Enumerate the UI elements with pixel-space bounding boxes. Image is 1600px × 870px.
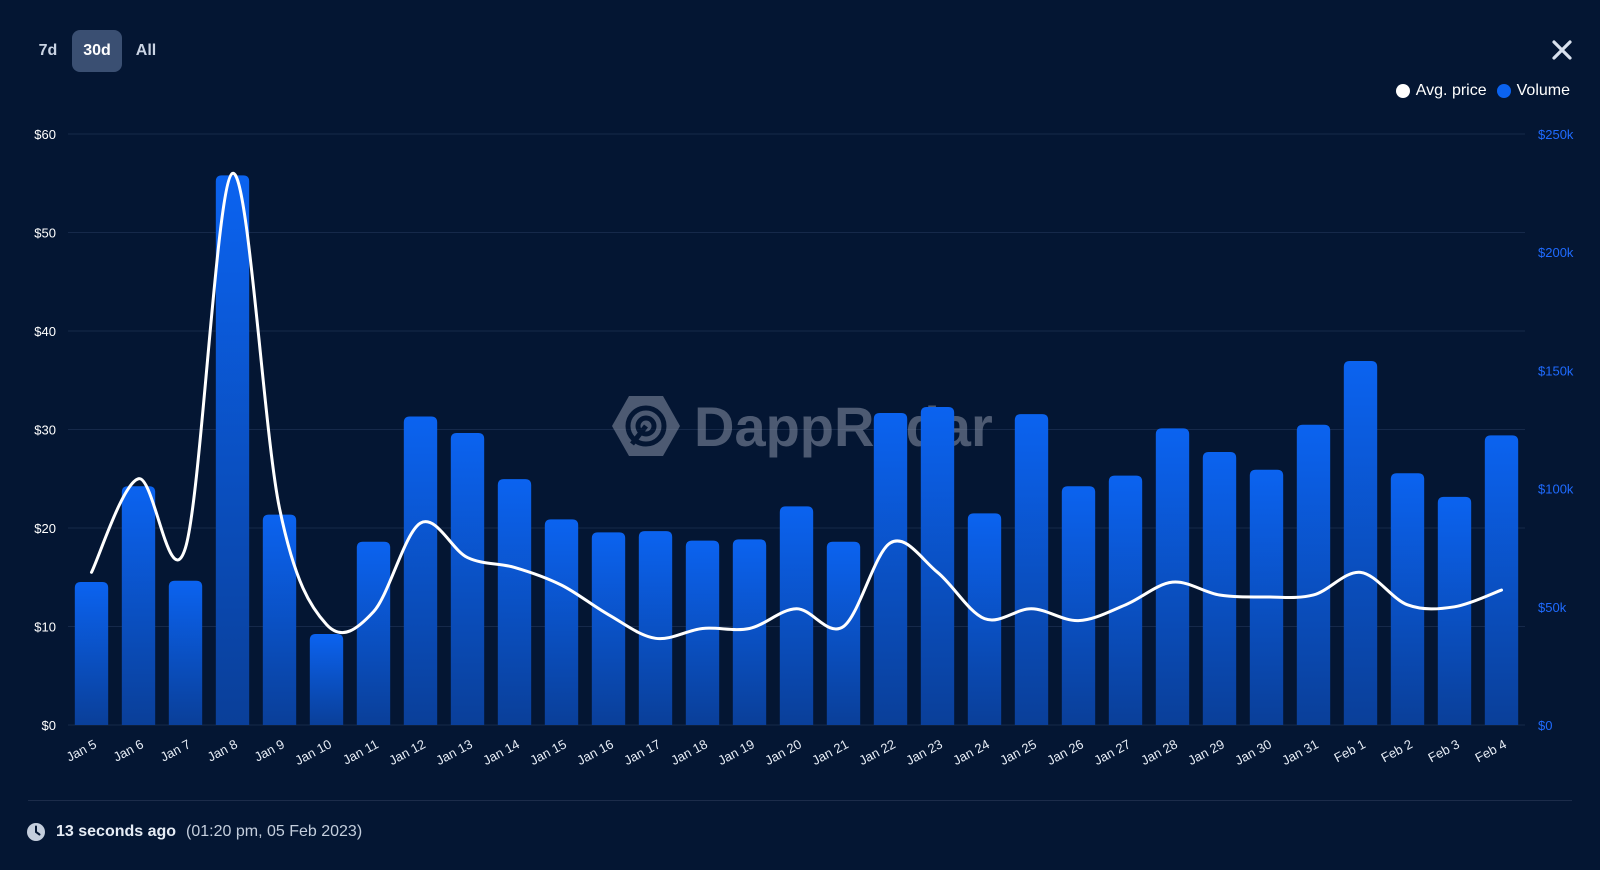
- x-tick-label: Jan 6: [111, 736, 146, 764]
- x-tick-label: Jan 31: [1279, 736, 1321, 768]
- volume-bar: [591, 532, 626, 725]
- y-left-tick-label: $0: [42, 718, 56, 733]
- x-tick-label: Jan 14: [480, 736, 522, 768]
- volume-bar: [1296, 424, 1331, 725]
- x-tick-label: Feb 2: [1379, 736, 1415, 765]
- tab-all[interactable]: All: [135, 42, 157, 59]
- tab-30d[interactable]: 30d: [72, 30, 122, 72]
- x-tick-label: Jan 5: [64, 736, 99, 764]
- volume-bar: [544, 519, 579, 725]
- x-tick-label: Jan 29: [1185, 736, 1227, 768]
- y-left-tick-label: $60: [34, 127, 56, 142]
- volume-bar: [1108, 475, 1143, 725]
- volume-bar: [1155, 428, 1190, 725]
- volume-bar: [356, 541, 391, 725]
- volume-price-chart: DappRadar $0$10$20$30$40$50$60$0$50k$100…: [34, 127, 1574, 768]
- time-range-tabs: 7d 30d All: [28, 30, 166, 72]
- x-tick-label: Jan 8: [205, 736, 240, 764]
- x-tick-label: Jan 20: [762, 736, 804, 768]
- volume-bar: [497, 479, 532, 725]
- x-tick-label: Jan 23: [903, 736, 945, 768]
- x-tick-label: Jan 18: [668, 736, 710, 768]
- volume-bar: [74, 581, 109, 725]
- close-button[interactable]: [1548, 36, 1576, 64]
- chart-legend: Avg. price Volume: [1395, 82, 1570, 100]
- volume-bar: [215, 175, 250, 725]
- x-tick-label: Jan 16: [574, 736, 616, 768]
- volume-bar: [121, 486, 156, 725]
- volume-bar: [1061, 486, 1096, 725]
- clock-icon: [27, 823, 45, 841]
- volume-bar: [403, 416, 438, 725]
- footer-divider: [28, 800, 1572, 801]
- volume-bar: [1343, 360, 1378, 725]
- x-tick-label: Feb 4: [1473, 736, 1509, 765]
- y-right-tick-label: $0: [1538, 718, 1552, 733]
- volume-bar: [309, 633, 344, 725]
- volume-bar: [262, 514, 297, 725]
- legend-item-avg-price[interactable]: Avg. price: [1395, 82, 1487, 100]
- y-left-tick-label: $40: [34, 324, 56, 339]
- x-tick-label: Jan 25: [997, 736, 1039, 768]
- volume-bar: [450, 433, 485, 725]
- x-tick-label: Jan 26: [1044, 736, 1086, 768]
- y-right-tick-label: $200k: [1538, 245, 1574, 260]
- updated-relative: 13 seconds ago: [56, 823, 177, 840]
- legend-dot-volume: [1496, 84, 1511, 98]
- y-right-tick-label: $250k: [1538, 127, 1574, 142]
- avg-price-line: [90, 171, 1503, 641]
- x-tick-label: Jan 12: [386, 736, 428, 768]
- volume-bar: [732, 539, 767, 725]
- y-left-tick-label: $10: [34, 620, 56, 635]
- x-tick-label: Jan 19: [715, 736, 757, 768]
- x-tick-label: Jan 27: [1091, 736, 1133, 768]
- volume-bar: [873, 412, 908, 725]
- volume-bar: [826, 541, 861, 725]
- x-tick-label: Jan 30: [1232, 736, 1274, 768]
- volume-bar: [638, 531, 673, 725]
- x-tick-label: Jan 22: [856, 736, 898, 768]
- x-tick-label: Jan 17: [621, 736, 663, 768]
- volume-bar: [168, 580, 203, 725]
- legend-item-volume[interactable]: Volume: [1496, 82, 1570, 100]
- volume-bar: [779, 506, 814, 725]
- x-tick-label: Jan 9: [252, 736, 287, 764]
- volume-bar: [1014, 414, 1049, 725]
- updated-absolute: (01:20 pm, 05 Feb 2023): [186, 823, 363, 840]
- legend-dot-avg-price: [1395, 84, 1410, 98]
- x-tick-label: Jan 21: [809, 736, 851, 768]
- volume-bar: [920, 407, 955, 725]
- y-left-tick-label: $30: [34, 423, 56, 438]
- volume-bar: [1202, 451, 1237, 725]
- x-tick-label: Jan 15: [527, 736, 569, 768]
- x-tick-label: Feb 3: [1426, 736, 1462, 765]
- legend-label-volume: Volume: [1516, 82, 1570, 99]
- y-right-tick-label: $150k: [1538, 363, 1574, 378]
- x-tick-label: Feb 1: [1332, 736, 1368, 765]
- tab-7d[interactable]: 7d: [38, 42, 58, 59]
- y-left-tick-label: $20: [34, 521, 56, 536]
- volume-bar: [1437, 496, 1472, 725]
- x-tick-label: Jan 13: [433, 736, 475, 768]
- avg-price-line-path: [90, 171, 1503, 641]
- dappradar-logo-icon: [612, 396, 680, 456]
- x-tick-label: Jan 28: [1138, 736, 1180, 768]
- y-right-tick-label: $50k: [1538, 600, 1567, 615]
- x-tick-label: Jan 24: [950, 736, 992, 768]
- x-tick-label: Jan 10: [292, 736, 334, 768]
- y-right-tick-label: $100k: [1538, 482, 1574, 497]
- legend-label-avg-price: Avg. price: [1415, 82, 1487, 99]
- volume-bar: [1390, 473, 1425, 725]
- y-left-tick-label: $50: [34, 226, 56, 241]
- x-tick-label: Jan 11: [340, 736, 381, 767]
- x-tick-label: Jan 7: [158, 736, 193, 764]
- last-updated: 13 seconds ago (01:20 pm, 05 Feb 2023): [26, 822, 362, 842]
- volume-bar: [685, 540, 720, 725]
- close-icon: [1552, 40, 1572, 60]
- volume-bar: [1484, 435, 1519, 725]
